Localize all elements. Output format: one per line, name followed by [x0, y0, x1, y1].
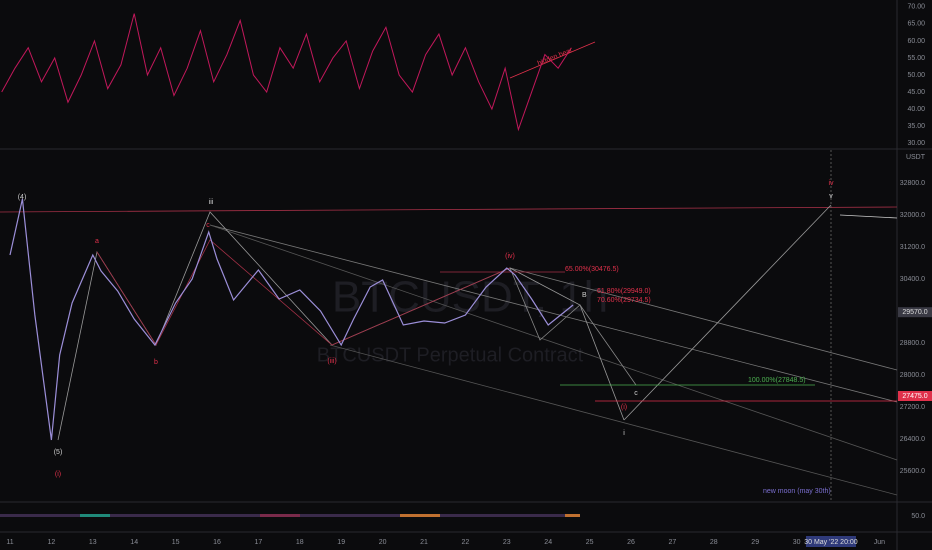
channel-line: [509, 267, 898, 371]
x-tick-label: 17: [255, 539, 263, 546]
y-tick-label: 27200.0: [900, 404, 925, 411]
annotation: 65.00%(30476.5): [565, 266, 619, 273]
y-tick-label: 32800.0: [900, 180, 925, 187]
divergence-line: [509, 41, 596, 79]
y-tick-label: 35.00: [907, 123, 925, 130]
annotation: c: [206, 222, 210, 229]
annotation: (i): [55, 471, 61, 478]
crosshair-label: 30 May '22 20:00: [804, 539, 858, 546]
wave-line: [96, 239, 511, 346]
rsi-line: [1, 13, 572, 132]
x-tick-label: 28: [710, 539, 718, 546]
annotation: (i): [621, 404, 627, 411]
x-tick-label: 29: [751, 539, 759, 546]
price-badge: [898, 391, 932, 401]
y-tick-label: 31200.0: [900, 244, 925, 251]
y-tick-label: 28800.0: [900, 340, 925, 347]
annotation: v: [829, 193, 833, 200]
annotation: (4): [18, 194, 27, 201]
x-tick-label: 27: [669, 539, 677, 546]
annotation: i: [623, 430, 625, 437]
x-tick-label: 20: [379, 539, 387, 546]
y-tick-label: 40.00: [907, 106, 925, 113]
watermark-contract: BTCUSDT Perpetual Contract: [317, 344, 584, 366]
price-badge-label: 29570.0: [902, 309, 927, 316]
channel-line: [209, 224, 898, 403]
x-tick-label: 13: [89, 539, 97, 546]
annotation: (5): [54, 449, 63, 456]
annotation: (iv): [505, 253, 515, 260]
y-tick-label: 28000.0: [900, 372, 925, 379]
price-badge: [898, 307, 932, 318]
x-tick-label: 23: [503, 539, 511, 546]
x-tick-label: 19: [337, 539, 345, 546]
x-tick-label: 14: [130, 539, 138, 546]
annotation: 100.00%(27848.5): [748, 377, 806, 384]
annotation: (iii): [327, 358, 336, 365]
volume-bar: [80, 514, 110, 517]
price-badge-label: 27475.0: [902, 393, 927, 400]
abc-line: [509, 267, 637, 386]
x-tick-label: 26: [627, 539, 635, 546]
x-tick-label: 30: [793, 539, 801, 546]
x-tick-label: 22: [462, 539, 470, 546]
y-tick-label: 50.00: [907, 72, 925, 79]
price-line: [9, 198, 574, 441]
volume-bar: [260, 514, 300, 517]
x-tick-label: 25: [586, 539, 594, 546]
y-tick-label: 55.00: [907, 55, 925, 62]
y-tick-label: 30400.0: [900, 276, 925, 283]
y-tick-label: 45.00: [907, 89, 925, 96]
volume-bar: [565, 514, 580, 517]
channel-line: [329, 344, 898, 496]
y-tick-label: 30.00: [907, 140, 925, 147]
y-tick-label: 26400.0: [900, 436, 925, 443]
annotation: 70.60%(29734.5): [597, 297, 651, 304]
drawings: [0, 41, 898, 500]
y-tick-label: 32000.0: [900, 212, 925, 219]
annotation: a: [95, 238, 99, 245]
annotation: 61.80%(29949.0): [597, 288, 651, 295]
x-tick-label: 11: [6, 539, 13, 546]
x-tick-label: 16: [213, 539, 221, 546]
y-tick-label: 60.00: [907, 38, 925, 45]
annotation: iii: [209, 199, 214, 206]
y-tick-label: 65.00: [907, 21, 925, 28]
x-tick-label: 12: [48, 539, 56, 546]
annotation: c: [634, 390, 638, 397]
annotation: iv: [828, 180, 834, 187]
y-tick-label: 70.00: [907, 4, 925, 11]
x-tick-label: 21: [420, 539, 428, 546]
projection-line: [623, 204, 832, 421]
annotation: new moon (may 30th): [763, 488, 831, 495]
x-tick-label: Jun: [874, 539, 885, 546]
y-tick-label: 50.0: [911, 513, 925, 520]
channel-line: [209, 224, 898, 461]
currency-label: USDT: [906, 154, 926, 161]
x-tick-label: 18: [296, 539, 304, 546]
x-tick-label: 24: [544, 539, 552, 546]
trend-line: [0, 206, 898, 213]
volume-strip: [0, 514, 580, 517]
y-tick-label: 25600.0: [900, 468, 925, 475]
crosshair-badge: [805, 536, 856, 547]
volume-bar: [400, 514, 440, 517]
x-tick-label: 15: [172, 539, 180, 546]
projection-curve: [839, 214, 898, 219]
annotation: b: [154, 359, 158, 366]
annotation: B: [582, 292, 587, 299]
